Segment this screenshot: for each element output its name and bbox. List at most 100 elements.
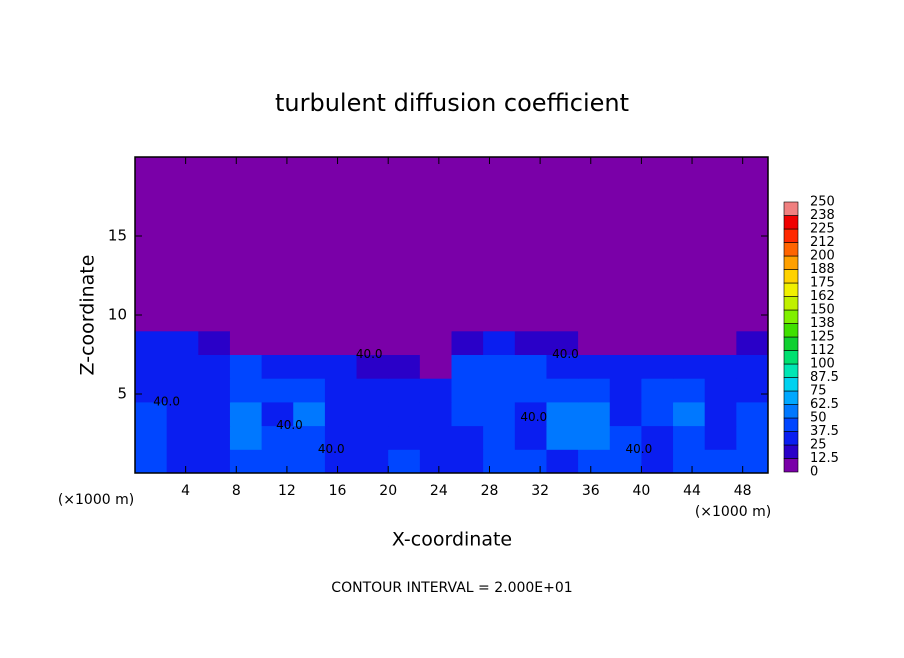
heat-cell: [356, 330, 389, 355]
heat-cell: [166, 157, 199, 332]
colorbar-band: [783, 215, 799, 230]
colorbar-band: [783, 242, 799, 257]
colorbar-label: 200: [810, 249, 835, 264]
heat-cell: [546, 401, 579, 427]
heat-cell: [419, 449, 452, 474]
heat-cell: [324, 157, 358, 332]
heat-cell: [166, 330, 199, 355]
heat-cell: [293, 354, 326, 379]
heat-cell: [166, 354, 199, 379]
heat-cell: [609, 449, 642, 474]
contour-label: 40.0: [318, 442, 345, 456]
heat-cell: [419, 378, 452, 403]
colorbar-label: 212: [810, 235, 835, 250]
colorbar-band: [783, 282, 799, 297]
colorbar-label: 75: [810, 384, 827, 399]
colorbar-label: 12.5: [810, 451, 839, 466]
heat-cell: [261, 449, 294, 474]
colorbar-band: [783, 323, 799, 338]
colorbar-band: [783, 404, 799, 419]
y-tick-label: 10: [108, 306, 127, 324]
colorbar-band: [783, 228, 799, 243]
heat-cell: [451, 401, 484, 427]
y-tick-label: 5: [117, 385, 127, 403]
heat-cell: [324, 401, 358, 427]
contour-label: 40.0: [276, 418, 303, 432]
colorbar-label: 138: [810, 316, 835, 331]
heat-cell: [514, 449, 547, 474]
contour-label: 40.0: [552, 347, 579, 361]
colorbar-label: 225: [810, 222, 835, 237]
heat-cell: [419, 330, 452, 355]
heat-cell: [514, 425, 547, 450]
heat-cell: [293, 378, 326, 403]
colorbar-band: [783, 444, 799, 459]
x-tick-label: 48: [734, 483, 752, 499]
heat-cell: [198, 157, 231, 332]
heat-cell: [609, 378, 642, 403]
x-tick-label: 12: [278, 483, 296, 499]
heat-cell: [229, 425, 263, 450]
heat-cell: [324, 378, 358, 403]
heat-cell: [229, 157, 263, 332]
heat-cell: [578, 401, 611, 427]
heat-cell: [546, 425, 579, 450]
contour-label: 40.0: [520, 410, 547, 424]
heat-cell: [609, 425, 642, 450]
contour-label: 40.0: [356, 347, 383, 361]
colorbar-label: 0: [810, 465, 818, 480]
colorbar-band: [783, 350, 799, 365]
heat-cell: [673, 354, 706, 379]
heat-cell: [356, 354, 389, 379]
heat-cell: [166, 425, 199, 450]
colorbar-label: 175: [810, 276, 835, 291]
heat-cell: [135, 401, 168, 427]
heat-cell: [578, 157, 611, 332]
heat-cell: [736, 157, 769, 332]
chart-title: turbulent diffusion coefficient: [275, 89, 629, 117]
heat-cell: [356, 425, 389, 450]
x-tick-label: 8: [232, 483, 241, 499]
heat-cell: [704, 330, 737, 355]
x-tick-label: 40: [632, 483, 650, 499]
y-tick-label: 15: [108, 227, 127, 245]
heat-cell: [641, 425, 674, 450]
heat-cell: [578, 378, 611, 403]
x-tick-label: 28: [481, 483, 499, 499]
heat-cell: [483, 330, 516, 355]
colorbar-band: [783, 201, 799, 216]
heat-cell: [736, 354, 769, 379]
heat-cell: [704, 157, 737, 332]
x-unit-label: (×1000 m): [695, 504, 771, 520]
heat-cell: [704, 378, 737, 403]
heat-cell: [356, 157, 389, 332]
heat-cell: [514, 354, 547, 379]
heat-cell: [198, 354, 231, 379]
heat-cell: [451, 354, 484, 379]
heat-cell: [324, 330, 358, 355]
heat-cell: [324, 449, 358, 474]
heat-cell: [673, 330, 706, 355]
heat-cell: [229, 449, 263, 474]
heat-cell: [483, 449, 516, 474]
heat-cell: [293, 401, 326, 427]
heat-cell: [546, 330, 579, 355]
x-unit-label: (×1000 m): [58, 492, 134, 508]
heat-cell: [641, 401, 674, 427]
heat-cell: [135, 157, 168, 332]
heat-cell: [578, 425, 611, 450]
heat-cell: [641, 354, 674, 379]
colorbar-label: 162: [810, 289, 835, 304]
heat-cell: [451, 449, 484, 474]
heat-cell: [135, 449, 168, 474]
x-tick-label: 20: [379, 483, 397, 499]
heat-cell: [261, 330, 294, 355]
heat-cell: [229, 354, 263, 379]
heat-cell: [135, 330, 168, 355]
colorbar-label: 188: [810, 262, 835, 277]
heat-cell: [736, 378, 769, 403]
heat-cell: [514, 157, 547, 332]
colorbar-label: 112: [810, 343, 835, 358]
colorbar-band: [783, 390, 799, 405]
